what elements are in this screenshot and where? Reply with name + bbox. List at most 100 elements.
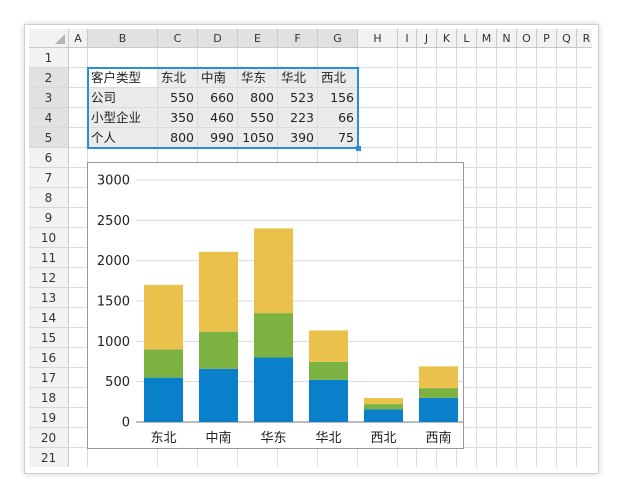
cell-o18[interactable] bbox=[517, 388, 537, 408]
cell-r3[interactable] bbox=[577, 88, 592, 108]
cell-o20[interactable] bbox=[517, 428, 537, 448]
select-all-corner[interactable] bbox=[29, 29, 69, 48]
cell-q19[interactable] bbox=[557, 408, 577, 428]
cell-h4[interactable] bbox=[358, 108, 398, 128]
stacked-column-chart[interactable]: 050010001500200025003000东北中南华东华北西北西南公司小型… bbox=[87, 162, 547, 449]
column-header-i[interactable]: I bbox=[398, 29, 417, 48]
cell-n4[interactable] bbox=[497, 108, 517, 128]
cell-p16[interactable] bbox=[537, 348, 557, 368]
cell-o8[interactable] bbox=[517, 188, 537, 208]
cell-n21[interactable] bbox=[497, 448, 517, 467]
cell-k1[interactable] bbox=[437, 48, 457, 68]
cell-p13[interactable] bbox=[537, 288, 557, 308]
cell-m21[interactable] bbox=[477, 448, 497, 467]
row-header-2[interactable]: 2 bbox=[29, 68, 69, 88]
cell-l15[interactable] bbox=[457, 328, 477, 348]
cell-q16[interactable] bbox=[557, 348, 577, 368]
cell-l16[interactable] bbox=[457, 348, 477, 368]
cell-m1[interactable] bbox=[477, 48, 497, 68]
cell-j1[interactable] bbox=[417, 48, 437, 68]
cell-l6[interactable] bbox=[457, 148, 477, 168]
cell-a4[interactable] bbox=[69, 108, 88, 128]
cell-c1[interactable] bbox=[158, 48, 198, 68]
cell-r12[interactable] bbox=[577, 268, 592, 288]
cell-p17[interactable] bbox=[537, 368, 557, 388]
cell-n10[interactable] bbox=[497, 228, 517, 248]
cell-i3[interactable] bbox=[398, 88, 417, 108]
cell-i5[interactable] bbox=[398, 128, 417, 148]
cell-l17[interactable] bbox=[457, 368, 477, 388]
cell-f1[interactable] bbox=[278, 48, 318, 68]
column-header-j[interactable]: J bbox=[417, 29, 437, 48]
cell-n2[interactable] bbox=[497, 68, 517, 88]
cell-l11[interactable] bbox=[457, 248, 477, 268]
column-header-o[interactable]: O bbox=[517, 29, 537, 48]
cell-m4[interactable] bbox=[477, 108, 497, 128]
cell-g21[interactable] bbox=[318, 448, 358, 467]
cell-m10[interactable] bbox=[477, 228, 497, 248]
cell-g5[interactable]: 75 bbox=[318, 128, 358, 148]
row-header-8[interactable]: 8 bbox=[29, 188, 69, 208]
cell-g1[interactable] bbox=[318, 48, 358, 68]
cell-r18[interactable] bbox=[577, 388, 592, 408]
cell-l20[interactable] bbox=[457, 428, 477, 448]
column-header-l[interactable]: L bbox=[457, 29, 477, 48]
cell-n5[interactable] bbox=[497, 128, 517, 148]
column-header-g[interactable]: G bbox=[318, 29, 358, 48]
cell-p12[interactable] bbox=[537, 268, 557, 288]
cell-q10[interactable] bbox=[557, 228, 577, 248]
cell-e4[interactable]: 550 bbox=[238, 108, 278, 128]
cell-q12[interactable] bbox=[557, 268, 577, 288]
cell-a13[interactable] bbox=[69, 288, 88, 308]
cell-l2[interactable] bbox=[457, 68, 477, 88]
cell-a17[interactable] bbox=[69, 368, 88, 388]
cell-p7[interactable] bbox=[537, 168, 557, 188]
cell-b1[interactable] bbox=[88, 48, 158, 68]
cell-n20[interactable] bbox=[497, 428, 517, 448]
cell-n13[interactable] bbox=[497, 288, 517, 308]
cell-q21[interactable] bbox=[557, 448, 577, 467]
cell-j5[interactable] bbox=[417, 128, 437, 148]
column-header-e[interactable]: E bbox=[238, 29, 278, 48]
cell-a12[interactable] bbox=[69, 268, 88, 288]
cell-q20[interactable] bbox=[557, 428, 577, 448]
cell-p1[interactable] bbox=[537, 48, 557, 68]
cell-h1[interactable] bbox=[358, 48, 398, 68]
cell-q5[interactable] bbox=[557, 128, 577, 148]
cell-a9[interactable] bbox=[69, 208, 88, 228]
cell-l1[interactable] bbox=[457, 48, 477, 68]
cell-e21[interactable] bbox=[238, 448, 278, 467]
row-header-4[interactable]: 4 bbox=[29, 108, 69, 128]
row-header-15[interactable]: 15 bbox=[29, 328, 69, 348]
cell-p20[interactable] bbox=[537, 428, 557, 448]
cell-f5[interactable]: 390 bbox=[278, 128, 318, 148]
cell-l12[interactable] bbox=[457, 268, 477, 288]
cell-q15[interactable] bbox=[557, 328, 577, 348]
cell-q9[interactable] bbox=[557, 208, 577, 228]
cell-q1[interactable] bbox=[557, 48, 577, 68]
cell-n6[interactable] bbox=[497, 148, 517, 168]
cell-p15[interactable] bbox=[537, 328, 557, 348]
column-header-m[interactable]: M bbox=[477, 29, 497, 48]
cell-o2[interactable] bbox=[517, 68, 537, 88]
cell-k5[interactable] bbox=[437, 128, 457, 148]
cell-r10[interactable] bbox=[577, 228, 592, 248]
cell-n3[interactable] bbox=[497, 88, 517, 108]
column-header-f[interactable]: F bbox=[278, 29, 318, 48]
cell-o4[interactable] bbox=[517, 108, 537, 128]
cell-m12[interactable] bbox=[477, 268, 497, 288]
cell-p6[interactable] bbox=[537, 148, 557, 168]
cell-o10[interactable] bbox=[517, 228, 537, 248]
column-header-h[interactable]: H bbox=[358, 29, 398, 48]
cell-n15[interactable] bbox=[497, 328, 517, 348]
cell-l14[interactable] bbox=[457, 308, 477, 328]
cell-k21[interactable] bbox=[437, 448, 457, 467]
cell-o1[interactable] bbox=[517, 48, 537, 68]
row-header-1[interactable]: 1 bbox=[29, 48, 69, 68]
cell-k4[interactable] bbox=[437, 108, 457, 128]
cell-r20[interactable] bbox=[577, 428, 592, 448]
cell-q11[interactable] bbox=[557, 248, 577, 268]
cell-d21[interactable] bbox=[198, 448, 238, 467]
cell-q2[interactable] bbox=[557, 68, 577, 88]
